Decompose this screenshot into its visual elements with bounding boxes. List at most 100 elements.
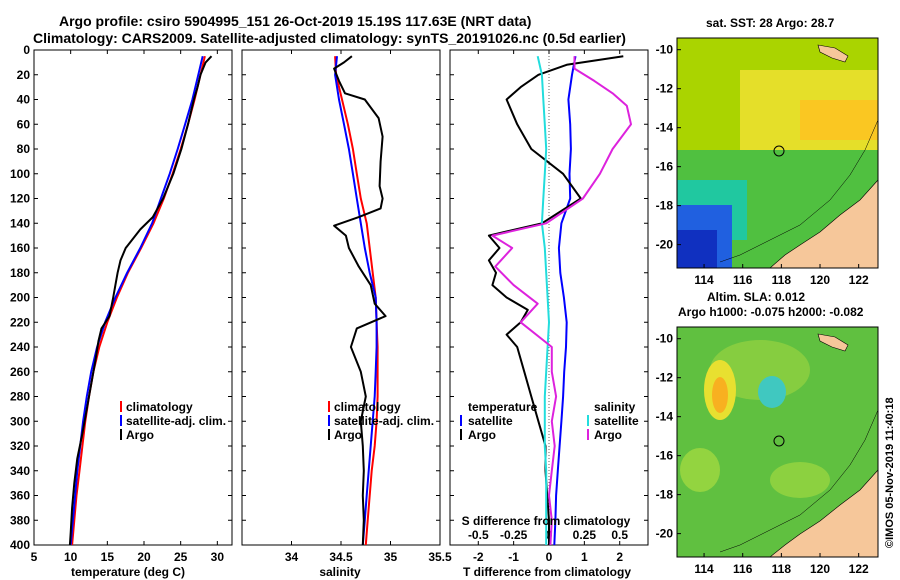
salinity-xlabel: salinity <box>319 565 361 579</box>
legend-t-satellite-label: satellite <box>468 414 513 428</box>
sst-map-frame <box>676 37 879 269</box>
series-line-s-argo <box>491 56 632 545</box>
difference-lines <box>487 55 632 545</box>
salinity-plot-frame <box>241 49 441 546</box>
lat-tick-label: -10 <box>656 43 674 57</box>
sst-land-island <box>817 44 849 63</box>
legend-s-satellite-label: satellite <box>594 414 639 428</box>
lat-tick-label: -12 <box>656 371 674 385</box>
temperature-lines <box>68 55 213 545</box>
series-line-s-satellite <box>536 55 550 545</box>
x-tick-label: 35.5 <box>428 550 452 564</box>
sst-map-title: sat. SST: 28 Argo: 28.7 <box>706 16 835 30</box>
y-tick-label: 240 <box>10 340 30 354</box>
lat-tick-label: -12 <box>656 82 674 96</box>
lat-tick-label: -10 <box>656 332 674 346</box>
s-tick-label: 0.5 <box>611 528 628 542</box>
sla-map-title: Altim. SLA: 0.012 <box>707 290 806 304</box>
s-tick-label: -0.5 <box>468 528 489 542</box>
x-tick-label: 1 <box>581 550 588 564</box>
x-tick-label: 15 <box>101 550 115 564</box>
y-tick-label: 320 <box>10 439 30 453</box>
lat-tick-label: -14 <box>656 121 674 135</box>
y-tick-label: 60 <box>17 117 31 131</box>
series-line-satellite-adj-clim- <box>69 55 204 545</box>
series-line-t-argo <box>487 55 624 545</box>
x-tick-label: 10 <box>64 550 78 564</box>
y-tick-label: 340 <box>10 464 30 478</box>
y-tick-label: 260 <box>10 365 30 379</box>
temperature-plot-frame <box>33 49 233 546</box>
y-tick-label: 380 <box>10 513 30 527</box>
sla-map-subtitle: Argo h1000: -0.075 h2000: -0.082 <box>678 305 864 319</box>
y-tick-label: 80 <box>17 142 31 156</box>
sst-map-axes: 114 116 118 120 122 -10 -12 -14 -16 -18 -20 <box>656 43 869 287</box>
lon-tick-label: 122 <box>849 562 869 576</box>
legend-climatology-label: climatology <box>126 400 193 414</box>
x-tick-label: 0 <box>546 550 553 564</box>
y-tick-label: 40 <box>17 93 31 107</box>
x-tick-label: 20 <box>137 550 151 564</box>
lat-tick-label: -16 <box>656 449 674 463</box>
y-tick-label: 120 <box>10 192 30 206</box>
sst-dark-blue-area <box>677 230 717 268</box>
sla-map-frame <box>676 326 879 558</box>
sst-argo-location-marker <box>773 145 785 157</box>
legend-argo-label: Argo <box>126 428 154 442</box>
lon-tick-label: 114 <box>694 562 714 576</box>
lat-tick-label: -18 <box>656 488 674 502</box>
sst-bathymetry-contour <box>719 119 878 263</box>
lon-tick-label: 118 <box>772 562 792 576</box>
sla-light-patch <box>770 462 830 498</box>
salinity-legend: climatology satellite-adj. clim. Argo <box>328 400 434 442</box>
figure-title-line1: Argo profile: csiro 5904995_151 26-Oct-2… <box>59 13 532 29</box>
sla-argo-location-marker <box>773 435 785 447</box>
y-tick-label: 200 <box>10 291 30 305</box>
sla-land-island <box>817 333 849 352</box>
lat-tick-label: -14 <box>656 410 674 424</box>
lon-tick-label: 120 <box>810 562 830 576</box>
y-tick-label: 220 <box>10 315 30 329</box>
lon-tick-label: 114 <box>694 273 714 287</box>
series-line-argo <box>333 55 387 545</box>
lon-tick-label: 116 <box>733 273 753 287</box>
x-tick-label: 5 <box>31 550 38 564</box>
sla-map-axes: 114 116 118 120 122 -10 -12 -14 -16 -18 -20 <box>656 332 869 576</box>
x-tick-label: 34.5 <box>329 550 353 564</box>
lat-tick-label: -16 <box>656 160 674 174</box>
x-tick-label: 34 <box>285 550 299 564</box>
x-tick-label: 2 <box>616 550 623 564</box>
sst-land-coast <box>769 179 878 268</box>
lat-tick-label: -20 <box>656 527 674 541</box>
lat-tick-label: -18 <box>656 199 674 213</box>
y-tick-label: 360 <box>10 489 30 503</box>
credit-text: ©IMOS 05-Nov-2019 11:40:18 <box>884 397 896 548</box>
lon-tick-label: 122 <box>849 273 869 287</box>
x-tick-label: -1 <box>508 550 519 564</box>
difference-legend: temperature salinity satellite Argo sate… <box>460 400 639 442</box>
legend-argo-label: Argo <box>334 428 362 442</box>
sst-map <box>677 38 878 268</box>
y-tick-label: 280 <box>10 390 30 404</box>
x-tick-label: 35 <box>384 550 398 564</box>
s-tick-label: -0.25 <box>500 528 528 542</box>
series-line-satellite-adj-clim- <box>334 56 378 545</box>
x-tick-label: 25 <box>174 550 188 564</box>
sst-orange-patch <box>800 100 878 140</box>
x-tick-label: 30 <box>211 550 225 564</box>
legend-t-argo-label: Argo <box>468 428 496 442</box>
figure-title-line2: Climatology: CARS2009. Satellite-adjuste… <box>33 30 626 46</box>
y-tick-label: 20 <box>17 68 31 82</box>
legend-salinity-header: salinity <box>594 400 636 414</box>
sla-bathymetry-contour <box>719 409 878 553</box>
sla-land-coast <box>769 469 878 557</box>
s-tick-label: 0.25 <box>573 528 597 542</box>
y-tick-label: 180 <box>10 266 30 280</box>
sla-light-patch <box>680 448 720 492</box>
temperature-xlabel: temperature (deg C) <box>71 565 185 579</box>
y-tick-label: 0 <box>23 43 30 57</box>
y-tick-label: 140 <box>10 216 30 230</box>
salinity-lines <box>333 55 387 545</box>
s-difference-label: S difference from climatology <box>462 514 631 528</box>
